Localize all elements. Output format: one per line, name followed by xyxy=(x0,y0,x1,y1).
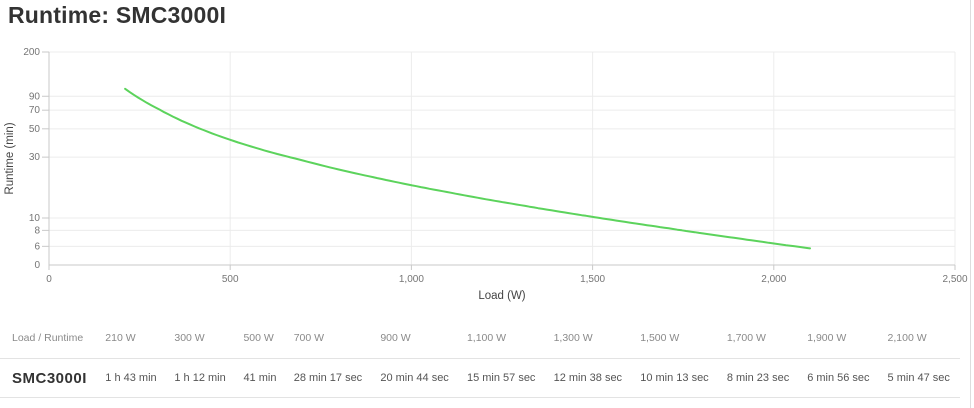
table-cell: 5 min 47 sec xyxy=(879,358,960,398)
table-header-cell: 300 W xyxy=(166,318,236,359)
x-tick-label: 2,500 xyxy=(942,274,967,285)
y-tick-label: 30 xyxy=(29,152,41,163)
table-cell: 1 h 12 min xyxy=(166,358,236,398)
table-cell: 10 min 13 sec xyxy=(632,358,719,398)
table-header-cell: 1,500 W xyxy=(632,318,719,359)
y-tick-label: 200 xyxy=(23,47,40,58)
table-cell: 20 min 44 sec xyxy=(372,358,459,398)
y-tick-label: 70 xyxy=(29,105,41,116)
table-cell: 15 min 57 sec xyxy=(458,358,546,398)
table-cell: 41 min xyxy=(235,358,286,398)
table-cell: 28 min 17 sec xyxy=(285,358,373,398)
runtime-chart: 200 90 70 50 30 108 6 00 500 1,000 1,500 2,000 2,500… xyxy=(4,47,968,302)
x-tick-label: 1,000 xyxy=(399,274,424,285)
table-cell: 12 min 38 sec xyxy=(545,358,633,398)
y-tick-label: 8 xyxy=(34,225,40,236)
table-cell: 6 min 56 sec xyxy=(799,358,880,398)
table-cell: 8 min 23 sec xyxy=(718,358,800,398)
series-line-SMC3000I xyxy=(124,87,811,250)
table-header-cell: 210 W xyxy=(97,318,167,359)
y-tick-label-zero: 0 xyxy=(34,260,40,271)
y-tick-label: 10 xyxy=(29,213,41,224)
x-tick-label: 2,000 xyxy=(761,274,786,285)
table-header-cell: 1,100 W xyxy=(458,318,546,359)
x-tick-label: 500 xyxy=(222,274,239,285)
table-header-cell: 1,700 W xyxy=(718,318,800,359)
y-tick-label: 50 xyxy=(29,124,41,135)
table-header-load-runtime: Load / Runtime xyxy=(0,318,98,359)
table-header-cell: 2,100 W xyxy=(879,318,960,359)
y-tick-label: 6 xyxy=(34,241,40,252)
table-row: SMC3000I 1 h 43 min 1 h 12 min 41 min 28 min… xyxy=(0,358,960,398)
table-header-cell: 500 W xyxy=(235,318,286,359)
table-header-cell: 1,900 W xyxy=(799,318,880,359)
y-tick-label: 90 xyxy=(29,91,41,102)
table-header-cell: 900 W xyxy=(372,318,459,359)
x-tick-label: 1,500 xyxy=(580,274,605,285)
x-axis-title: Load (W) xyxy=(478,290,525,302)
table-header-cell: 1,300 W xyxy=(545,318,633,359)
table-row-label: SMC3000I xyxy=(0,358,98,398)
table-cell: 1 h 43 min xyxy=(97,358,167,398)
table-header-cell: 700 W xyxy=(285,318,373,359)
x-tick-label: 0 xyxy=(46,274,52,285)
y-axis-title: Runtime (min) xyxy=(4,122,16,194)
page-title: Runtime: SMC3000I xyxy=(8,2,227,28)
